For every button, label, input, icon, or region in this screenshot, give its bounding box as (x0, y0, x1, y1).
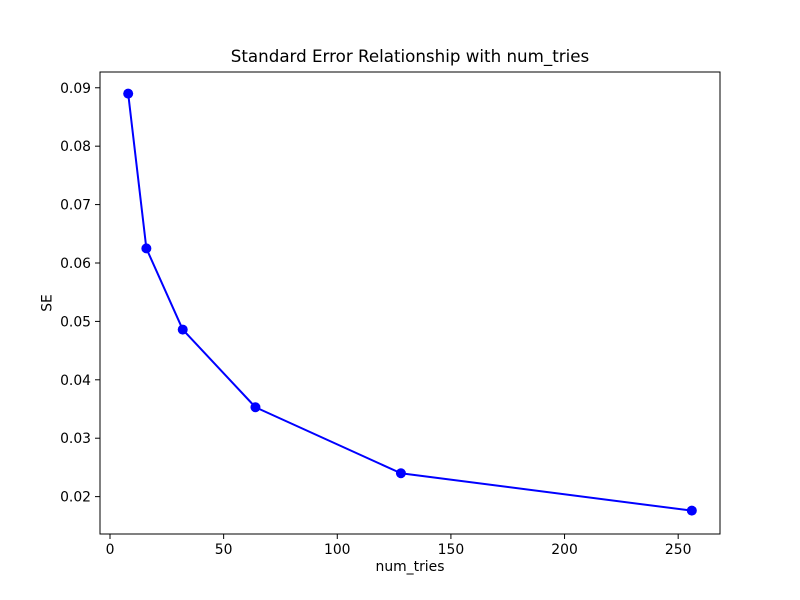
data-point-marker (686, 505, 697, 516)
x-tick-label: 250 (665, 542, 692, 558)
data-point-marker (177, 324, 188, 335)
y-tick-label: 0.06 (60, 256, 91, 272)
chart-title: Standard Error Relationship with num_tri… (230, 46, 590, 66)
x-tick-label: 0 (106, 542, 115, 558)
data-point-marker (250, 402, 261, 413)
se-line-series (127, 93, 692, 512)
x-tick-label: 50 (215, 542, 233, 558)
axes-frame (99, 71, 721, 535)
data-point-marker (123, 88, 134, 99)
y-tick-label: 0.02 (60, 490, 91, 506)
y-tick-label: 0.03 (60, 431, 91, 447)
x-tick-label: 150 (438, 542, 465, 558)
y-tick-label: 0.07 (60, 198, 91, 214)
data-point-marker (395, 468, 406, 479)
y-tick-label: 0.08 (60, 139, 91, 155)
x-tick-label: 100 (324, 542, 351, 558)
x-axis-label: num_tries (375, 559, 445, 575)
x-tick-label: 200 (551, 542, 578, 558)
y-tick-label: 0.04 (60, 373, 91, 389)
y-axis-label: SE (39, 294, 56, 312)
y-tick-label: 0.05 (60, 314, 91, 330)
y-tick-label: 0.09 (60, 81, 91, 97)
data-point-marker (141, 243, 152, 254)
